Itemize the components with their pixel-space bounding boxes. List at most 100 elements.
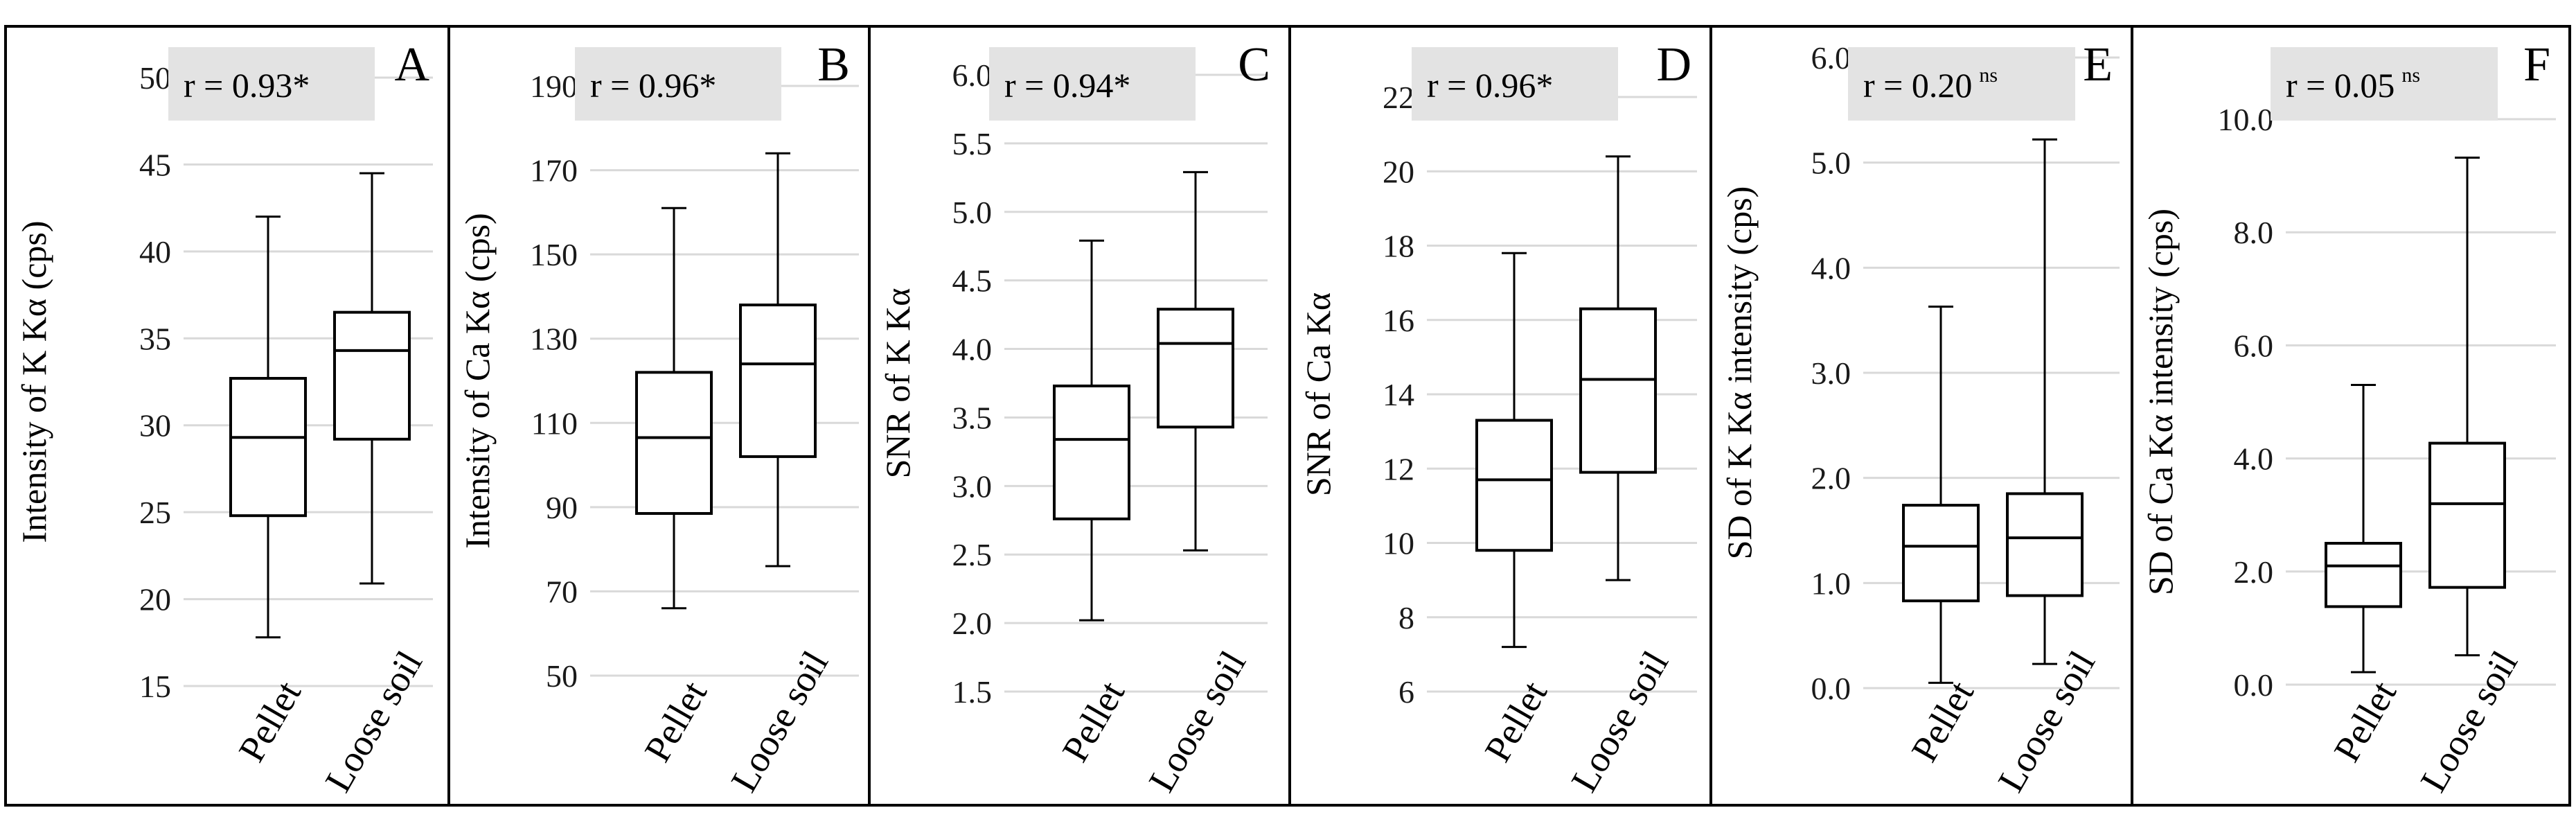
y-tick-label: 2.0 <box>952 606 993 641</box>
iqr-box <box>635 371 713 515</box>
y-tick-label: 20 <box>139 582 171 617</box>
iqr-box <box>1053 384 1130 520</box>
box-pellet <box>2325 384 2402 674</box>
y-tick-label: 4.0 <box>1811 250 1851 285</box>
stat-label-box <box>2271 47 2498 121</box>
box-loose-soil <box>333 172 411 585</box>
y-tick-label: 6 <box>1398 674 1414 710</box>
y-tick-label: 110 <box>531 405 578 441</box>
panel-label: B <box>817 38 850 91</box>
x-category-label: Loose soil <box>1563 644 1677 799</box>
y-tick-label: 16 <box>1383 303 1414 338</box>
y-tick-label: 25 <box>139 495 171 530</box>
panel-D: 6 8 10 12 14 16 18 20 22 SNR of Ca Kα r = 0.96* D Pe… <box>1288 25 1712 807</box>
box-loose-soil <box>2006 138 2084 665</box>
box-loose-soil <box>1157 170 1234 552</box>
y-tick-label: 1.5 <box>952 674 993 710</box>
x-category-label: Pellet <box>2326 674 2404 769</box>
y-tick-label: 190 <box>530 69 578 104</box>
stat-label-box <box>168 47 375 121</box>
stat-superscript: ns <box>2401 64 2420 87</box>
y-axis-label: SD of Ca Kα intensity (cps) <box>2141 209 2180 595</box>
y-tick-label: 1.0 <box>1811 565 1851 601</box>
iqr-box <box>2006 492 2084 597</box>
y-tick-label: 50 <box>546 658 578 694</box>
x-category-label: Loose soil <box>723 644 837 799</box>
y-tick-label: 6.0 <box>2234 328 2274 363</box>
iqr-box <box>739 304 817 458</box>
y-tick-label: 4.5 <box>952 263 993 299</box>
x-category-label: Pellet <box>637 674 715 769</box>
y-tick-label: 130 <box>530 322 578 357</box>
panel-C: 1.5 2.0 2.5 3.0 3.5 4.0 4.5 5.0 5.5 6.0 SNR of K K… <box>868 25 1291 807</box>
y-tick-label: 6.0 <box>1811 40 1851 76</box>
stat-label-box <box>989 47 1196 121</box>
y-tick-label: 10 <box>1383 526 1414 561</box>
y-tick-label: 30 <box>139 408 171 443</box>
y-tick-label: 5.0 <box>1811 146 1851 181</box>
box-pellet <box>229 216 307 639</box>
panel-A: 15 20 25 30 35 40 45 50 Intensity of K Kα (cps) r… <box>4 25 450 807</box>
y-axis-label: SD of K Kα intensity (cps) <box>1720 186 1759 560</box>
box-pellet <box>635 206 713 610</box>
iqr-box <box>229 376 307 518</box>
y-tick-label: 50 <box>139 60 171 96</box>
x-category-label: Pellet <box>231 674 309 769</box>
x-category-label: Loose soil <box>317 644 431 799</box>
iqr-box <box>1579 307 1657 474</box>
y-tick-label: 8.0 <box>2234 215 2274 250</box>
y-axis-label: Intensity of Ca Kα (cps) <box>458 213 497 548</box>
panel-F: 0.0 2.0 4.0 6.0 8.0 10.0 SD of Ca Kα intensity… <box>2131 25 2571 807</box>
box-pellet <box>1053 239 1130 622</box>
stat-label: r = 0.93* <box>184 66 310 105</box>
y-tick-label: 4.0 <box>952 332 993 367</box>
y-tick-label: 3.5 <box>952 400 993 435</box>
stat-label-box <box>1848 47 2075 121</box>
iqr-box <box>333 310 411 441</box>
panel-label: F <box>2523 38 2550 91</box>
y-tick-label: 70 <box>546 574 578 609</box>
iqr-box <box>1157 308 1234 429</box>
y-tick-label: 40 <box>139 234 171 270</box>
y-tick-label: 35 <box>139 321 171 356</box>
box-pellet <box>1902 305 1980 684</box>
y-tick-label: 5.0 <box>952 195 993 230</box>
iqr-box <box>2325 542 2402 608</box>
panel-frame <box>2131 25 2571 807</box>
iqr-box <box>1902 504 1980 603</box>
y-tick-label: 0.0 <box>2234 667 2274 703</box>
y-tick-label: 90 <box>546 490 578 525</box>
panel-label: E <box>2083 38 2113 91</box>
x-category-label: Loose soil <box>2413 644 2526 799</box>
y-tick-label: 45 <box>139 147 171 182</box>
y-tick-label: 150 <box>530 237 578 272</box>
y-tick-label: 4.0 <box>2234 441 2274 477</box>
y-tick-label: 2.0 <box>1811 461 1851 496</box>
x-category-label: Pellet <box>1477 674 1555 769</box>
stat-label: r = 0.96* <box>1427 66 1553 105</box>
stat-superscript: ns <box>1979 64 1998 87</box>
y-axis-label: Intensity of K Kα (cps) <box>15 221 53 543</box>
y-tick-label: 5.5 <box>952 126 993 161</box>
box-pellet <box>1475 252 1553 649</box>
y-tick-label: 0.0 <box>1811 671 1851 706</box>
y-tick-label: 12 <box>1383 451 1414 486</box>
stat-label-box <box>1412 47 1618 121</box>
y-tick-label: 18 <box>1383 229 1414 264</box>
y-tick-label: 3.0 <box>952 468 993 504</box>
iqr-box <box>2428 441 2506 589</box>
stat-label: r = 0.96* <box>590 66 716 105</box>
y-axis-label: SNR of Ca Kα <box>1299 292 1338 496</box>
stat-label-box <box>575 47 781 121</box>
box-loose-soil <box>2428 156 2506 657</box>
stat-label: r = 0.94* <box>1004 66 1130 105</box>
panel-B: 50 70 90 110 130 150 170 190 Intensity of Ca Kα … <box>447 25 871 807</box>
x-category-label: Pellet <box>1054 674 1132 769</box>
panel-label: C <box>1238 38 1270 91</box>
box-loose-soil <box>739 152 817 568</box>
y-tick-label: 14 <box>1383 377 1414 412</box>
y-tick-label: 20 <box>1383 154 1414 189</box>
panel-label: A <box>394 38 429 91</box>
box-loose-soil <box>1579 155 1657 581</box>
x-category-label: Loose soil <box>1141 644 1254 799</box>
